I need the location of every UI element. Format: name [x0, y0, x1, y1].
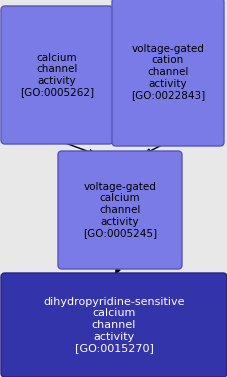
- FancyBboxPatch shape: [58, 151, 181, 269]
- Text: voltage-gated
calcium
channel
activity
[GO:0005245]: voltage-gated calcium channel activity […: [83, 182, 156, 238]
- FancyBboxPatch shape: [1, 273, 226, 377]
- FancyBboxPatch shape: [1, 6, 113, 144]
- FancyBboxPatch shape: [111, 0, 223, 146]
- Text: dihydropyridine-sensitive
calcium
channel
activity
[GO:0015270]: dihydropyridine-sensitive calcium channe…: [43, 297, 184, 353]
- Text: calcium
channel
activity
[GO:0005262]: calcium channel activity [GO:0005262]: [20, 53, 94, 97]
- Text: voltage-gated
cation
channel
activity
[GO:0022843]: voltage-gated cation channel activity [G…: [130, 44, 204, 100]
